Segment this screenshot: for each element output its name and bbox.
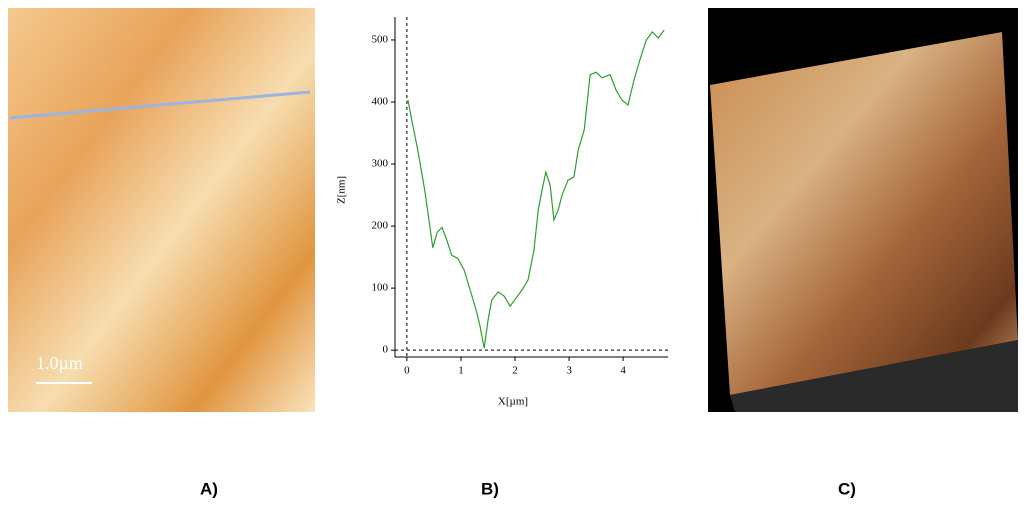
panel-label: A) [200, 479, 218, 498]
profile-curve [407, 29, 665, 349]
3d-base [730, 340, 1018, 412]
y-tick-label: 500 [372, 33, 389, 45]
3d-surface [710, 32, 1018, 395]
y-tick-label: 300 [372, 158, 389, 170]
x-axis-label: X[µm] [498, 396, 528, 408]
x-tick-label: 0 [404, 365, 410, 377]
scale-bar-label: 1.0µm [36, 353, 83, 373]
y-tick-label: 400 [372, 96, 389, 108]
panel-label: C) [838, 479, 856, 498]
afm-image [8, 8, 315, 412]
y-tick-label: 100 [372, 282, 389, 294]
y-axis-label: Z[nm] [336, 176, 348, 204]
y-tick-label: 0 [383, 344, 389, 356]
profile-line [9, 90, 311, 120]
x-tick-label: 1 [458, 365, 464, 377]
x-tick-label: 2 [512, 365, 518, 377]
y-tick-label: 200 [372, 220, 389, 232]
x-tick-label: 4 [620, 365, 626, 377]
x-tick-label: 3 [566, 365, 572, 377]
panel-label: B) [481, 479, 499, 498]
